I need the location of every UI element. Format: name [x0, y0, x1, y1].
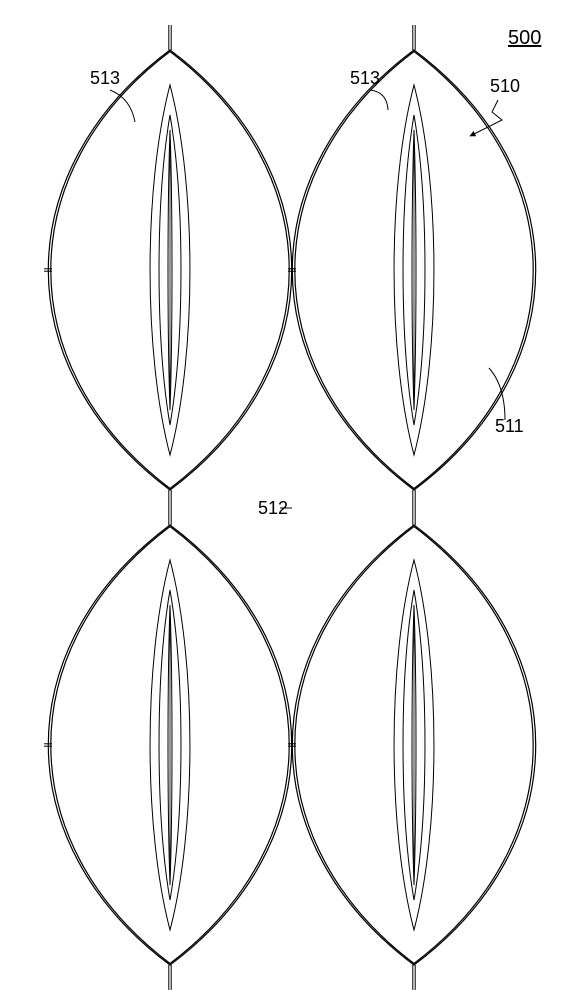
ref-label: 513 — [350, 68, 380, 88]
ref-label: 513 — [90, 68, 120, 88]
ref-label: 500 — [508, 27, 541, 49]
ref-label: 511 — [495, 416, 524, 436]
ref-label: 510 — [490, 76, 520, 96]
